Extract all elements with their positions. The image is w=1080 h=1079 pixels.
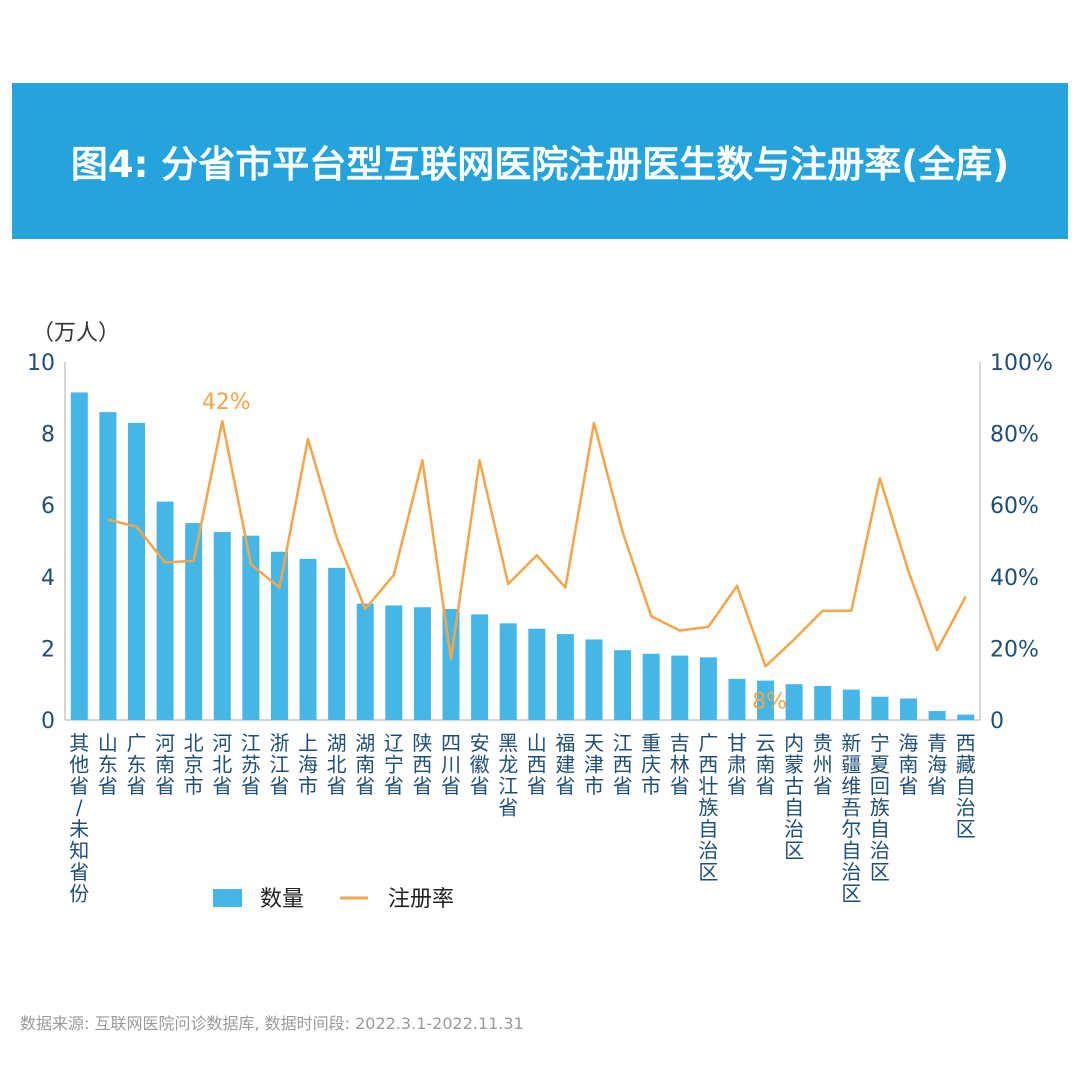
bar (356, 603, 374, 720)
title-banner: 图4: 分省市平台型互联网医院注册医生数与注册率(全库) (12, 83, 1068, 239)
line-series (107, 419, 967, 668)
x-tick-label: 辽宁省 (384, 731, 404, 798)
x-tick-label: 青海省 (927, 731, 947, 798)
bar (127, 422, 145, 720)
x-tick-label: 重庆市 (641, 731, 661, 798)
bar (499, 623, 517, 720)
x-tick-label: 福建省 (555, 731, 575, 798)
x-tick-label: 河北省 (212, 731, 232, 798)
rate-annotation: 8% (752, 689, 787, 714)
bar (614, 650, 632, 720)
bar (385, 605, 403, 720)
bar (642, 653, 660, 720)
y2-tick-label: 100% (990, 351, 1053, 376)
y2-tick-label: 0 (990, 709, 1004, 734)
bar (528, 628, 546, 720)
bar (242, 535, 260, 720)
bar-series (70, 392, 975, 720)
y-tick-label: 2 (41, 637, 55, 662)
y2-tick-label: 60% (990, 494, 1039, 519)
x-tick-label: 山东省 (98, 731, 118, 798)
chart-axes: （万人） 0 2 4 6 8 10 0 20% 40% 60% 80% 100% (27, 321, 1053, 734)
bar (99, 412, 117, 720)
legend-bar-swatch (213, 889, 242, 907)
x-tick-label: 西藏自治区 (956, 731, 976, 841)
bar (757, 680, 775, 720)
chart-labels: 42% 8% 其他省/未知省份山东省广东省河南省北京市河北省江苏省浙江省上海市湖北省… (69, 390, 975, 905)
x-tick-label: 广东省 (126, 731, 146, 798)
bar (270, 551, 288, 720)
x-tick-label: 贵州省 (813, 731, 833, 798)
chart-legend: 数量 注册率 (213, 887, 454, 912)
x-tick-label: 吉林省 (670, 731, 690, 798)
x-tick-label: 新疆维吾尔自治区 (841, 731, 861, 906)
legend-line-label: 注册率 (388, 887, 454, 912)
bar (785, 684, 803, 720)
bar (185, 523, 203, 720)
x-tick-label: 江苏省 (241, 731, 261, 798)
data-source-note: 数据来源: 互联网医院问诊数据库, 数据时间段: 2022.3.1-2022.1… (20, 1014, 524, 1033)
x-tick-label: 云南省 (756, 731, 776, 798)
x-tick-label: 湖北省 (327, 731, 347, 798)
chart-title: 图4: 分省市平台型互联网医院注册医生数与注册率(全库) (70, 143, 1010, 186)
y2-tick-label: 80% (990, 423, 1039, 448)
x-tick-label: 陕西省 (412, 731, 432, 798)
bar (585, 639, 603, 720)
bar (328, 567, 346, 720)
x-tick-label: 宁夏回族自治区 (870, 731, 890, 884)
bar (900, 698, 918, 720)
bar (842, 689, 860, 720)
x-tick-label: 其他省/未知省份 (69, 731, 89, 906)
bar (699, 657, 717, 720)
bar (70, 392, 88, 720)
x-tick-label: 上海市 (298, 731, 318, 798)
y2-tick-label: 20% (990, 637, 1039, 662)
legend-bar-label: 数量 (260, 887, 304, 912)
bar (671, 655, 689, 720)
x-tick-label: 内蒙古自治区 (784, 731, 804, 863)
bar (413, 607, 431, 720)
x-tick-label: 黑龙江省 (498, 731, 518, 820)
x-tick-label: 北京市 (184, 731, 204, 798)
bar (471, 614, 489, 720)
x-tick-label: 山西省 (527, 731, 547, 798)
x-tick-label: 广西壮族自治区 (698, 731, 718, 884)
y2-tick-label: 40% (990, 566, 1039, 591)
bar (928, 711, 946, 720)
x-tick-label: 海南省 (899, 731, 919, 798)
x-tick-label: 河南省 (155, 731, 175, 798)
bar (814, 685, 832, 720)
bar (728, 678, 746, 720)
registration-rate-line (107, 419, 967, 668)
rate-annotation: 42% (202, 390, 251, 415)
y-tick-label: 8 (41, 423, 55, 448)
y-tick-label: 0 (41, 709, 55, 734)
x-tick-label: 安徽省 (470, 731, 490, 798)
y-tick-label: 10 (27, 351, 55, 376)
y-axis-unit: （万人） (32, 321, 120, 346)
x-tick-label: 甘肃省 (727, 731, 747, 798)
bar (213, 532, 231, 720)
x-tick-label: 湖南省 (355, 731, 375, 798)
x-tick-label: 天津市 (584, 731, 604, 798)
bar (299, 558, 317, 720)
y-tick-label: 4 (41, 566, 55, 591)
x-tick-label: 江西省 (613, 731, 633, 798)
bar (156, 501, 174, 720)
x-tick-label: 浙江省 (269, 731, 289, 798)
bar (556, 634, 574, 720)
x-tick-label: 四川省 (441, 731, 461, 798)
y-tick-label: 6 (41, 494, 55, 519)
bar (957, 714, 975, 720)
bar (871, 696, 889, 720)
